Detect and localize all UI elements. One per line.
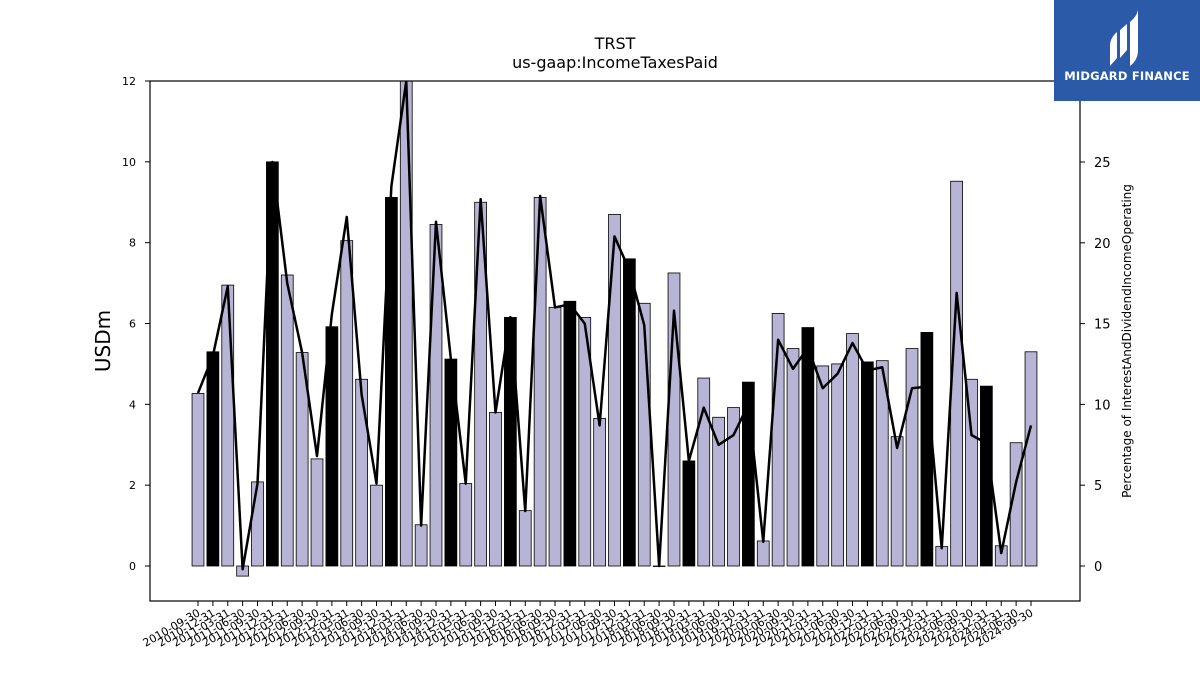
bar bbox=[905, 348, 919, 567]
bar bbox=[355, 378, 368, 567]
y-tick-label: 0 bbox=[129, 560, 136, 573]
brand-logo: MIDGARD FINANCE bbox=[1054, 0, 1200, 101]
bar bbox=[608, 213, 621, 567]
bar bbox=[563, 300, 577, 567]
bar bbox=[861, 361, 874, 567]
bar bbox=[489, 412, 502, 567]
midgard-logo-icon bbox=[1110, 10, 1138, 66]
y-tick-label: 2 bbox=[129, 479, 136, 492]
bar bbox=[578, 317, 592, 567]
bar bbox=[727, 407, 740, 567]
bar bbox=[742, 381, 755, 567]
bar bbox=[504, 317, 517, 567]
bar bbox=[399, 80, 413, 567]
y-tick-label: 4 bbox=[129, 398, 136, 411]
bar bbox=[875, 360, 889, 567]
bar bbox=[518, 510, 532, 567]
bar bbox=[950, 180, 963, 567]
bar bbox=[965, 378, 978, 567]
bar bbox=[697, 377, 711, 567]
bar bbox=[831, 363, 844, 567]
bar bbox=[221, 284, 235, 567]
bar bbox=[340, 240, 354, 567]
y-tick-label: 12 bbox=[122, 75, 136, 88]
y-tick-label: 10 bbox=[122, 156, 136, 169]
bar bbox=[756, 540, 770, 567]
bar bbox=[980, 385, 993, 567]
y-axis-left: 0 2 4 6 8 10 12 bbox=[122, 75, 150, 573]
chart-subtitle: us-gaap:IncomeTaxesPaid bbox=[512, 53, 718, 72]
bar bbox=[920, 331, 934, 567]
y2-tick-label: 0 bbox=[1094, 560, 1102, 575]
y2-tick-label: 10 bbox=[1094, 398, 1111, 413]
y2-tick-label: 15 bbox=[1094, 318, 1111, 333]
y2-axis-label: Percentage of InterestAndDividendIncomeO… bbox=[1120, 184, 1134, 498]
bar bbox=[712, 416, 725, 567]
bar bbox=[935, 546, 949, 567]
x-axis: 2010-09-302010-12-312011-03-312011-06-30… bbox=[141, 601, 1036, 650]
bar bbox=[801, 327, 815, 567]
line-series bbox=[196, 81, 1033, 571]
bar bbox=[251, 481, 264, 567]
bar bbox=[548, 306, 562, 567]
chart-title: TRST bbox=[594, 34, 636, 53]
bar bbox=[266, 161, 279, 567]
bar bbox=[533, 196, 547, 567]
bar bbox=[429, 224, 443, 567]
bar bbox=[593, 418, 606, 567]
bar bbox=[846, 333, 859, 567]
bar bbox=[623, 258, 636, 567]
bar bbox=[191, 393, 205, 567]
y2-tick-label: 25 bbox=[1094, 156, 1111, 171]
bar bbox=[370, 484, 383, 567]
y-axis-label: USDm bbox=[91, 310, 115, 372]
y2-tick-label: 20 bbox=[1094, 237, 1111, 252]
bar bbox=[771, 312, 785, 567]
bar bbox=[325, 326, 339, 567]
bar bbox=[280, 274, 294, 567]
bar bbox=[816, 365, 830, 567]
bar bbox=[682, 460, 696, 567]
y-tick-label: 6 bbox=[129, 318, 136, 331]
bar bbox=[459, 483, 473, 567]
y2-tick-label: 5 bbox=[1094, 479, 1102, 494]
brand-name: MIDGARD FINANCE bbox=[1064, 69, 1190, 83]
line-path bbox=[196, 81, 1033, 571]
bar bbox=[1024, 351, 1038, 567]
bar-series bbox=[191, 80, 1038, 577]
bar bbox=[414, 524, 428, 567]
y-tick-label: 8 bbox=[129, 237, 136, 250]
y-axis-right: 0 5 10 15 20 25 bbox=[1080, 156, 1111, 575]
bar bbox=[310, 458, 324, 567]
bar bbox=[206, 351, 220, 567]
bar bbox=[786, 348, 800, 567]
bar bbox=[890, 436, 904, 567]
